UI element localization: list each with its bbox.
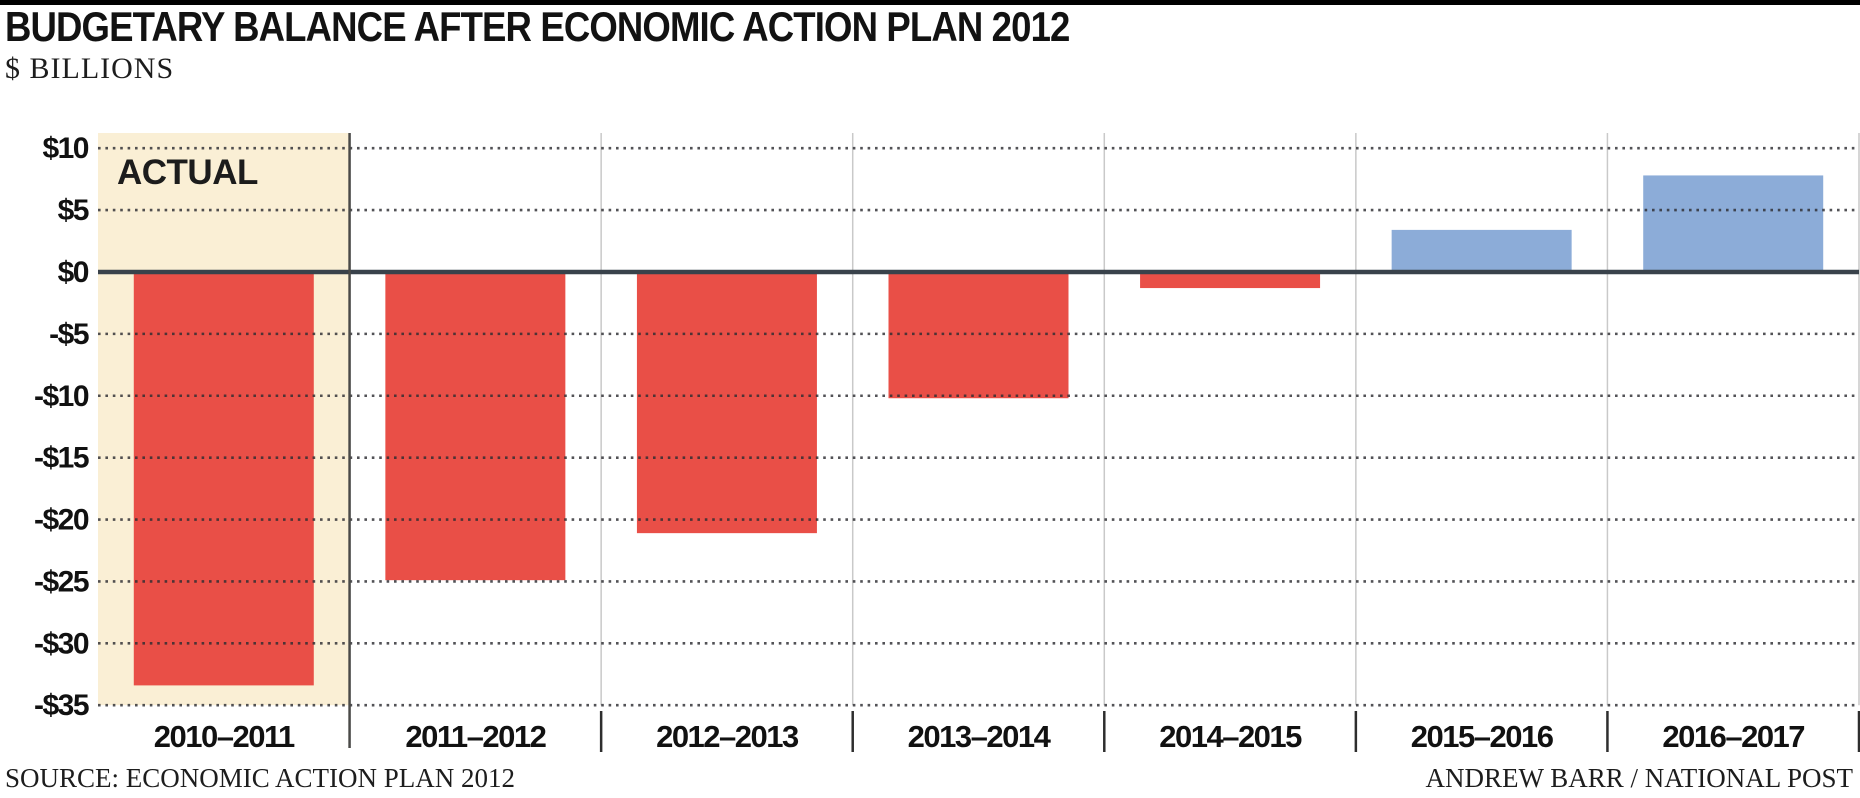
source-credit: SOURCE: ECONOMIC ACTION PLAN 2012 <box>5 763 516 793</box>
artist-credit: ANDREW BARR / NATIONAL POST <box>1425 763 1853 793</box>
bar-2011-2012 <box>385 271 566 581</box>
y-tick-label--25: -$25 <box>34 565 89 598</box>
x-tick-label-2011-2012: 2011–2012 <box>405 719 545 754</box>
bar-2013-2014 <box>888 271 1069 399</box>
bar-2010-2011 <box>133 271 314 686</box>
y-tick-label-5: $5 <box>58 194 89 227</box>
x-tick-label-2015-2016: 2015–2016 <box>1411 719 1554 754</box>
bar-2015-2016 <box>1391 229 1572 272</box>
y-axis-unit-label: $ BILLIONS <box>5 52 175 85</box>
y-tick-label-0: $0 <box>58 256 89 289</box>
x-tick-label-2013-2014: 2013–2014 <box>908 719 1052 754</box>
y-tick-label--30: -$30 <box>34 627 89 660</box>
y-tick-label--20: -$20 <box>34 504 89 537</box>
y-tick-label--10: -$10 <box>34 380 89 413</box>
y-tick-label--5: -$5 <box>49 318 89 351</box>
actual-region-label: ACTUAL <box>117 153 258 192</box>
x-tick-label-2014-2015: 2014–2015 <box>1159 719 1302 754</box>
top-rule <box>0 0 1860 5</box>
bar-2014-2015 <box>1140 271 1321 289</box>
x-tick-label-2010-2011: 2010–2011 <box>154 719 295 754</box>
chart-title: BUDGETARY BALANCE AFTER ECONOMIC ACTION … <box>5 3 1070 50</box>
bar-2016-2017 <box>1643 175 1824 272</box>
bar-2012-2013 <box>636 271 817 534</box>
y-tick-label--15: -$15 <box>34 442 89 475</box>
y-tick-label--35: -$35 <box>34 689 89 722</box>
x-tick-label-2012-2013: 2012–2013 <box>656 719 799 754</box>
x-tick-label-2016-2017: 2016–2017 <box>1662 719 1804 754</box>
y-tick-label-10: $10 <box>42 132 88 165</box>
